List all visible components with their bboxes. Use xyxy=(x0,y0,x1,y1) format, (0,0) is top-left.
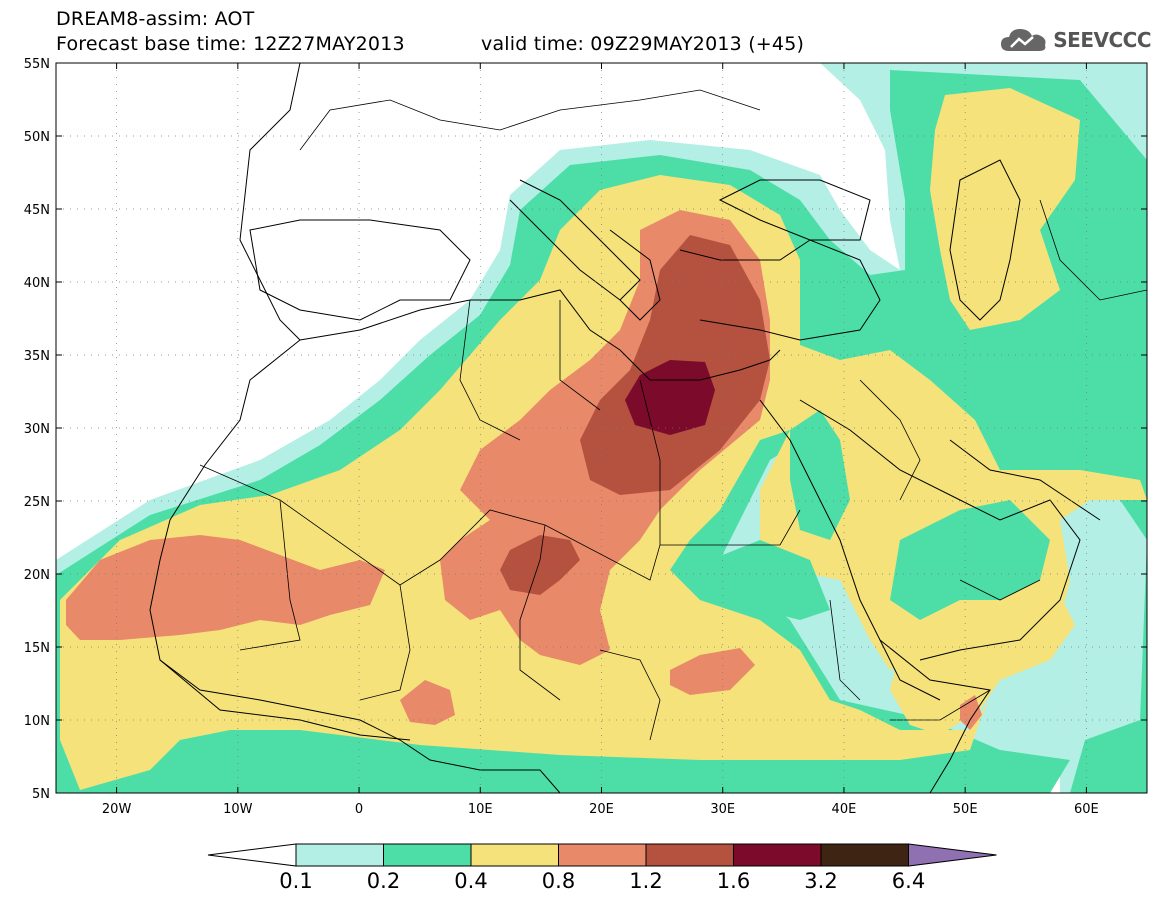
seevccc-logo: SEEVCCC xyxy=(999,20,1151,60)
lon-tick-label: 10W xyxy=(223,802,253,817)
legend-swatch xyxy=(645,843,734,867)
aot-band-0-8-west xyxy=(66,535,385,640)
base-time: Forecast base time: 12Z27MAY2013 xyxy=(56,33,405,55)
country-borders xyxy=(199,89,1147,741)
legend-arrow-max xyxy=(908,843,997,867)
border-6 xyxy=(459,299,521,441)
lon-tick-label: 0 xyxy=(355,802,363,817)
lon-tick-label: 30E xyxy=(710,802,735,817)
legend-label: 0.4 xyxy=(454,869,487,893)
coast-arabia xyxy=(799,399,1081,661)
coast-red-sea xyxy=(759,399,941,701)
legend-label: 1.2 xyxy=(629,869,662,893)
lat-tick-label: 50N xyxy=(24,130,50,145)
border-11 xyxy=(890,689,991,721)
coast-mediterranean xyxy=(299,289,781,381)
legend-label: 0.8 xyxy=(542,869,575,893)
aot-band-1-6 xyxy=(625,360,715,435)
aot-band-0-2-arabia xyxy=(890,500,1050,620)
border-3 xyxy=(519,524,561,701)
lon-tick-label: 40E xyxy=(832,802,857,817)
border-10 xyxy=(1039,199,1147,301)
border-14 xyxy=(829,599,861,701)
coast-greece xyxy=(609,229,661,321)
border-5 xyxy=(359,584,411,701)
coast-gulf-of-guinea xyxy=(159,659,411,741)
lon-tick-label: 50E xyxy=(953,802,978,817)
lat-tick-label: 35N xyxy=(24,349,50,364)
lat-tick-label: 30N xyxy=(24,422,50,437)
aot-band-1-2-chad xyxy=(500,535,580,595)
legend-swatch xyxy=(383,843,472,867)
lat-tick-label: 25N xyxy=(24,495,50,510)
coastlines xyxy=(149,63,1101,793)
lon-tick-label: 60E xyxy=(1074,802,1099,817)
coast-black-sea xyxy=(718,179,871,241)
legend-swatch xyxy=(820,843,909,867)
lat-tick-label: 45N xyxy=(24,203,50,218)
lat-tick-label: 20N xyxy=(24,568,50,583)
lon-tick-label: 10E xyxy=(468,802,493,817)
legend-label: 0.1 xyxy=(279,869,312,893)
aot-band-0-8-spot1 xyxy=(400,680,455,725)
coast-iberia xyxy=(249,219,471,321)
border-2 xyxy=(279,460,661,586)
legend-arrow-min xyxy=(207,843,297,867)
legend-label: 3.2 xyxy=(804,869,837,893)
lat-tick-label: 5N xyxy=(32,787,50,802)
coast-caspian xyxy=(949,159,1021,321)
logo-text: SEEVCCC xyxy=(1053,28,1151,52)
legend-swatch xyxy=(733,843,822,867)
border-1 xyxy=(199,464,301,651)
lat-lon-grid xyxy=(56,63,1147,793)
border-4 xyxy=(660,509,801,546)
axis-ticks: 5N 10N 15N 20N 25N 30N 35N 40N 45N 50N 55N 20W 10W 0 1… xyxy=(24,57,1147,817)
lat-tick-label: 10N xyxy=(24,714,50,729)
valid-time: valid time: 09Z29MAY2013 (+45) xyxy=(481,33,805,55)
aot-band-0-4-horn xyxy=(890,595,1075,735)
border-8 xyxy=(639,379,661,461)
legend-label: 0.2 xyxy=(367,869,400,893)
border-12 xyxy=(959,579,1041,601)
coast-west-africa xyxy=(149,63,561,793)
legend-label: 1.6 xyxy=(717,869,750,893)
coast-horn xyxy=(879,639,991,793)
legend-swatch xyxy=(558,843,647,867)
coast-turkey xyxy=(679,239,881,341)
forecast-times: Forecast base time: 12Z27MAY2013 valid ti… xyxy=(56,33,804,55)
lat-tick-label: 15N xyxy=(24,641,50,656)
aot-band-0-4-caspian xyxy=(930,88,1080,330)
border-9 xyxy=(859,379,921,501)
map-title: DREAM8-assim: AOT xyxy=(56,8,255,30)
cloud-icon xyxy=(1001,29,1046,51)
lon-tick-label: 20W xyxy=(102,802,132,817)
border-15 xyxy=(299,89,761,151)
coast-italy xyxy=(509,179,641,301)
legend-swatch xyxy=(470,843,559,867)
color-legend: 0.1 0.2 0.4 0.8 1.2 1.6 3.2 6.4 xyxy=(207,843,997,893)
lon-tick-label: 20E xyxy=(589,802,614,817)
aot-band-0-8-spot2 xyxy=(670,648,755,695)
aot-band-0-2-nile xyxy=(790,410,850,540)
coast-persian-gulf xyxy=(949,439,1101,521)
border-7 xyxy=(559,300,601,411)
lat-tick-label: 40N xyxy=(24,276,50,291)
aot-band-0-2-sahel xyxy=(710,540,830,620)
legend-swatch xyxy=(295,843,384,867)
legend-label: 6.4 xyxy=(892,869,925,893)
lat-tick-label: 55N xyxy=(24,57,50,72)
border-13 xyxy=(599,649,661,741)
